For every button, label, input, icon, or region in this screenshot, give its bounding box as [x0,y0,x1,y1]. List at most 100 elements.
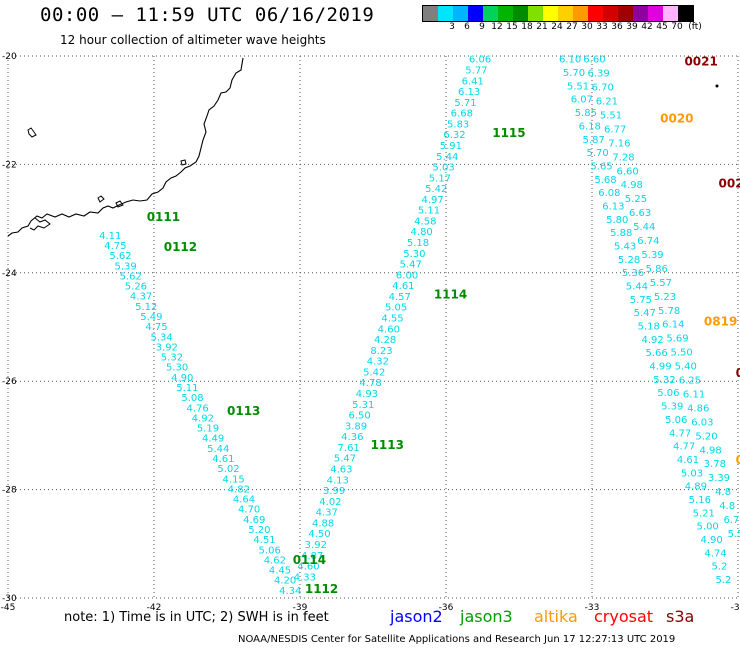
lon-tick-label: -39 [293,603,308,613]
swh-value: 6.18 [579,121,601,132]
swh-value: 4.8 [719,501,735,512]
legend-label: 39 [626,22,638,32]
lon-tick-label: -33 [585,603,600,613]
swh-value: 4.87 [301,551,323,562]
swh-value: 4.99 [649,362,671,373]
legend-label: 36 [611,22,623,32]
pass-id-label: 1114 [434,287,467,301]
pass-labels: 0111 0112 0113 0114 1112 1113 1114 1115 0021 0020… [147,54,740,595]
swh-value: 5.03 [432,163,454,174]
mission-jason3: jason3 [460,607,513,626]
swh-value: 6.63 [629,208,651,219]
legend-swatch [528,6,543,21]
swh-value: 4.76 [187,403,209,414]
swh-value: 5.06 [259,545,281,556]
swh-value: 3.99 [323,486,345,497]
swh-value: 5.87 [583,135,605,146]
altimeter-track: 4.114.755.625.395.625.264.375.125.494.75… [99,231,301,597]
lat-tick-label: -28 [2,486,17,496]
swh-value: 4.37 [316,508,338,519]
pass-id-label: 1115 [492,126,525,140]
pass-id-label: 0 [736,453,740,467]
offshore-island-dot [715,84,719,88]
legend-label: 15 [506,22,518,32]
swh-value: 4.70 [238,505,260,516]
swh-value: 5.51 [600,111,622,122]
legend-label: 24 [551,22,563,32]
swh-value: 5.28 [618,255,640,266]
swh-value: 4.55 [381,314,403,325]
mission-jason2: jason2 [390,607,443,626]
legend-unit: (ft) [688,22,702,32]
swh-value: 5.34 [151,332,173,343]
swh-value: 4.75 [145,322,167,333]
pass-id-label: 0112 [164,240,197,254]
legend-swatch [453,6,468,21]
swh-value: 4.51 [253,535,275,546]
legend-label: 27 [566,22,578,32]
swh-value: 6.68 [451,109,473,120]
swh-value: 4.90 [171,373,193,384]
swh-value: 6.60 [583,55,605,66]
swh-value: 5.43 [614,241,636,252]
lon-tick-label: -42 [147,603,162,613]
legend-swatch [498,6,513,21]
swh-value: 5.47 [634,308,656,319]
swh-value: 5.49 [140,312,162,323]
legend-label: 6 [464,22,470,32]
lat-tick-label: -24 [2,269,17,279]
swh-value: 5.06 [665,415,687,426]
swh-value: 5.75 [630,295,652,306]
swh-value: 4.11 [99,231,121,242]
swh-value: 4.69 [243,515,265,526]
lon-tick-label: -30 [731,603,740,613]
swh-value: 5.78 [658,306,680,317]
swh-value: 6.74 [637,236,659,247]
swh-value: 5.05 [385,303,407,314]
swh-value: 5.32 [161,353,183,364]
footer-credit: NOAA/NESDIS Center for Satellite Applica… [238,634,676,645]
legend-swatch [588,6,603,21]
swh-value: 6.25 [679,376,701,387]
pass-id-label: 1112 [305,582,338,596]
swh-value: 4.02 [319,497,341,508]
axis-ticks: -45 -42 -39 -36 -33 -30 -20 -22 -24 -26 -28 -30 [1,52,740,613]
swh-value: 5.42 [363,367,385,378]
swh-value: 4.45 [269,566,291,577]
legend-label: 70 [671,22,683,32]
swh-value: 5.80 [606,215,628,226]
legend-swatch [558,6,573,21]
legend-label: 9 [479,22,485,32]
swh-value: 6.07 [571,95,593,106]
swh-value: 5.03 [681,468,703,479]
swh-value: 6.21 [596,97,618,108]
swh-value: 4.61 [212,454,234,465]
swh-value: 5.20 [695,431,717,442]
swh-value: 6.03 [691,417,713,428]
legend-label: 18 [521,22,533,32]
swh-value: 6.41 [462,76,484,87]
swh-value: 5.39 [641,250,663,261]
lat-tick-label: -26 [2,377,17,387]
swh-value: 4.98 [700,445,722,456]
swh-value: 6.77 [604,124,626,135]
legend-swatch [483,6,498,21]
swh-value: 4.82 [228,484,250,495]
swh-value: 4.33 [294,572,316,583]
swh-value: 5.25 [625,194,647,205]
swh-value: 4.60 [297,562,319,573]
legend-label: 33 [596,22,608,32]
swh-value: 3.78 [704,459,726,470]
swh-value: 4.90 [700,535,722,546]
swh-value: 5.02 [217,464,239,475]
swh-value: 3.92 [305,540,327,551]
swh-value: 6.06 [469,55,491,66]
swh-value: 4.32 [367,357,389,368]
swh-value: 5.2 [712,562,728,573]
swh-value: 4.80 [411,227,433,238]
swh-value: 5.44 [207,444,229,455]
swh-value: 5.65 [590,161,612,172]
swh-value: 5.50 [670,348,692,359]
swh-value: 4.92 [192,413,214,424]
swh-value: 6.11 [683,389,705,400]
